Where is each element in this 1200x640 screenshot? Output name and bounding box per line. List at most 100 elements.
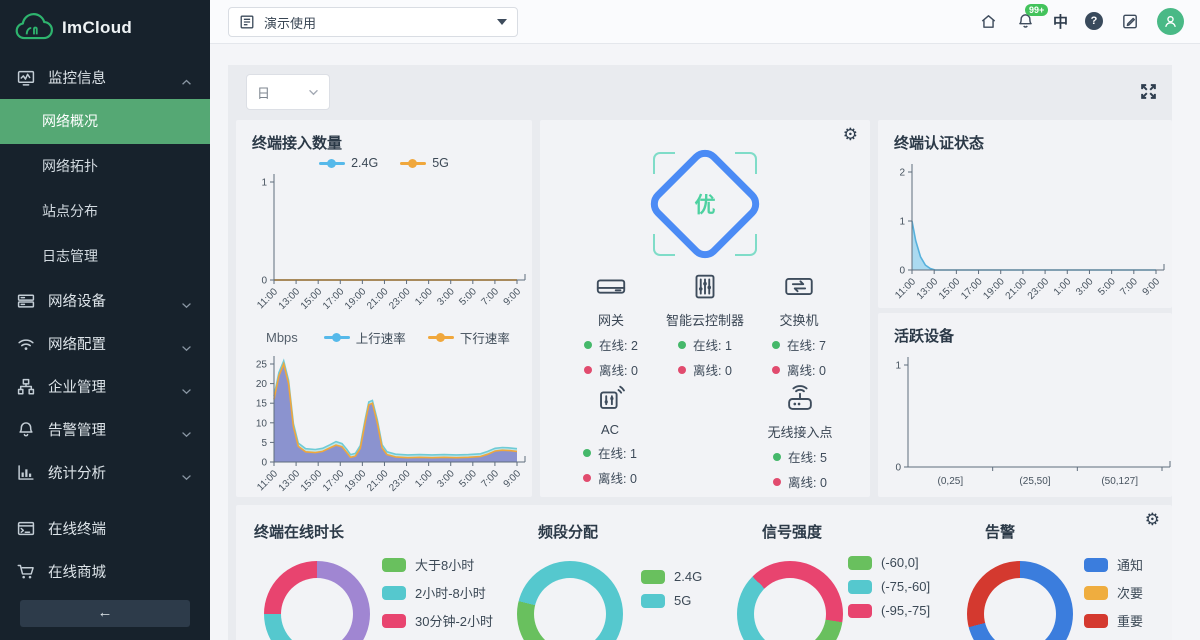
device-offline-count: 离线: 0	[772, 360, 826, 379]
org-icon	[17, 378, 35, 395]
legend-item-(-95,-75][interactable]: (-95,-75]	[848, 603, 930, 618]
sidebar-item-statistics-analysis[interactable]: 统计分析	[0, 451, 210, 494]
legend-item-(-75,-60][interactable]: (-75,-60]	[848, 579, 930, 594]
org-icon	[240, 15, 254, 29]
card-title: 终端接入数量	[252, 135, 343, 152]
device-name: 智能云控制器	[665, 313, 744, 328]
legend-item-重要[interactable]: 重要	[1084, 611, 1143, 630]
sidebar-subitem-site-distribution[interactable]: 站点分布	[42, 203, 98, 219]
device-status-row-2: AC 在线: 1 离线: 0 无线接入点 在线: 5 离线: 0	[540, 382, 870, 491]
svg-text:9:00: 9:00	[502, 286, 524, 308]
sidebar-subitem-network-topology[interactable]: 网络拓扑	[42, 158, 98, 174]
svg-text:1:00: 1:00	[1052, 276, 1074, 298]
device-name: 无线接入点	[767, 425, 833, 440]
brand-name: ImCloud	[62, 18, 133, 37]
legend-item-下行速率[interactable]: 下行速率	[427, 328, 510, 347]
legend-item-5G[interactable]: 5G	[400, 156, 449, 170]
offline-dot-icon	[583, 473, 592, 482]
legend-label: (-95,-75]	[881, 603, 931, 618]
legend-swatch-icon	[641, 569, 665, 584]
sidebar-subitem-log-management[interactable]: 日志管理	[42, 248, 98, 264]
donut-hole	[534, 578, 606, 640]
offline-dot-icon	[772, 365, 781, 374]
sidebar-item-alarm-management[interactable]: 告警管理	[0, 408, 210, 451]
signal-strength-donut	[737, 561, 843, 640]
chevron-down-icon	[181, 383, 193, 394]
svg-text:1:00: 1:00	[413, 286, 435, 308]
device-status-网关: 网关 在线: 2 离线: 0	[564, 270, 658, 379]
svg-text:0: 0	[899, 266, 905, 277]
sidebar-subitem-network-overview[interactable]: 网络概况	[0, 99, 210, 144]
rate-legend-row: Mbps 上行速率 下行速率	[236, 328, 562, 347]
legend-label: 重要	[1117, 614, 1144, 629]
sidebar-item-monitoring[interactable]: 监控信息	[0, 56, 210, 99]
legend-item-2小时-8小时[interactable]: 2小时-8小时	[382, 583, 493, 602]
legend-item-5G[interactable]: 5G	[641, 593, 702, 608]
svg-text:17:00: 17:00	[959, 276, 985, 302]
health-grade: 优	[694, 194, 716, 217]
svg-text:20: 20	[256, 379, 268, 390]
svg-text:23:00: 23:00	[1026, 276, 1052, 302]
sidebar-item-online-terminals[interactable]: 在线终端	[0, 507, 210, 550]
switch-icon	[785, 278, 813, 296]
legend-item-次要[interactable]: 次要	[1084, 583, 1143, 602]
top-bar: 演示使用 99+ 中 ?	[210, 0, 1200, 44]
legend-label: (-60,0]	[881, 555, 919, 570]
svg-text:3:00: 3:00	[1074, 276, 1096, 298]
legend-item-30分钟-2小时[interactable]: 30分钟-2小时	[382, 611, 493, 630]
terminal-icon	[17, 521, 35, 536]
offline-dot-icon	[678, 365, 687, 374]
legend-item-上行速率[interactable]: 上行速率	[323, 328, 406, 347]
legend-item-大于8小时[interactable]: 大于8小时	[382, 555, 493, 574]
sidebar-item-label: 在线商城	[48, 565, 106, 581]
sidebar-collapse-button[interactable]: ←	[20, 600, 190, 627]
settings-gear-icon[interactable]: ⚙	[1144, 510, 1160, 529]
sidebar-item-label: 告警管理	[48, 423, 106, 439]
legend-label: 通知	[1117, 558, 1144, 573]
org-selector[interactable]: 演示使用	[228, 7, 518, 37]
svg-text:21:00: 21:00	[1004, 276, 1030, 302]
svg-text:13:00: 13:00	[915, 276, 941, 302]
legend-swatch-icon	[641, 593, 665, 608]
svg-text:11:00: 11:00	[893, 276, 918, 301]
feedback-icon[interactable]	[1120, 11, 1140, 31]
home-icon[interactable]	[979, 11, 999, 31]
svg-text:5:00: 5:00	[1096, 276, 1118, 298]
svg-text:1: 1	[899, 217, 905, 228]
header-actions: 99+ 中 ?	[979, 0, 1184, 42]
svg-text:15: 15	[256, 399, 268, 410]
fullscreen-icon[interactable]	[1139, 82, 1158, 101]
legend-item-通知[interactable]: 通知	[1084, 555, 1143, 574]
sidebar-item-online-mall[interactable]: 在线商城	[0, 550, 210, 593]
notifications-bell-icon[interactable]: 99+	[1016, 4, 1049, 31]
legend-label: 2.4G	[674, 569, 703, 584]
period-selector[interactable]: 日	[246, 74, 330, 110]
donut-hole	[281, 578, 353, 640]
legend-label: 下行速率	[459, 332, 510, 346]
svg-text:9:00: 9:00	[1141, 276, 1163, 298]
help-icon[interactable]: ?	[1085, 12, 1103, 30]
wifi-icon	[18, 339, 34, 350]
svg-text:3:00: 3:00	[435, 286, 457, 308]
svg-text:17:00: 17:00	[321, 468, 347, 494]
sidebar-item-enterprise-management[interactable]: 企业管理	[0, 365, 210, 408]
legend-item-(-60,0][interactable]: (-60,0]	[848, 555, 930, 570]
svg-text:25: 25	[256, 360, 268, 371]
legend-item-2.4G[interactable]: 2.4G	[319, 156, 378, 170]
avatar[interactable]	[1157, 7, 1184, 35]
unit-label: Mbps	[266, 330, 298, 345]
device-status-无线接入点: 无线接入点 在线: 5 离线: 0	[752, 382, 848, 491]
offline-dot-icon	[584, 365, 593, 374]
device-online-count: 在线: 1	[678, 335, 732, 354]
sidebar-item-network-config[interactable]: 网络配置	[0, 322, 210, 365]
svg-text:5: 5	[261, 438, 267, 449]
settings-gear-icon[interactable]: ⚙	[842, 125, 858, 144]
band-allocation-donut	[517, 561, 623, 640]
legend-label: 30分钟-2小时	[415, 614, 494, 629]
dashboard-panel: 日 终端接入数量 2.4G 5G 0 1 11:00 13:00 15:00 17:00 19…	[228, 65, 1172, 640]
sidebar-item-network-devices[interactable]: 网络设备	[0, 279, 210, 322]
period-value: 日	[257, 85, 271, 101]
language-toggle[interactable]: 中	[1052, 13, 1068, 31]
card-title: 终端认证状态	[894, 135, 985, 152]
legend-item-2.4G[interactable]: 2.4G	[641, 569, 702, 584]
